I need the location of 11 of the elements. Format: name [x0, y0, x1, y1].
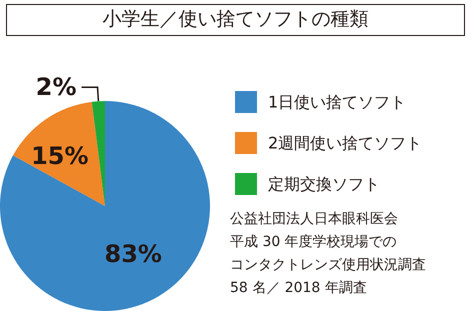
data-label: 15% [31, 142, 89, 170]
text: コンタクトレンズ使用状況調査 [230, 257, 426, 273]
chart-title: 小学生／使い捨てソフトの種類 [6, 4, 465, 36]
legend-label: 定期交換ソフト [268, 174, 380, 194]
legend-label: 1日使い捨てソフト [268, 92, 406, 112]
data-label: 2% [36, 73, 77, 102]
text: 公益社団法人日本眼科医会 [230, 211, 398, 227]
text: 58 名／ 2018 年調査 [230, 280, 367, 296]
data-label: 83% [104, 240, 162, 268]
legend-label: 2週間使い捨てソフト [268, 134, 422, 152]
text: 平成 30 年度学校現場での [230, 234, 397, 250]
